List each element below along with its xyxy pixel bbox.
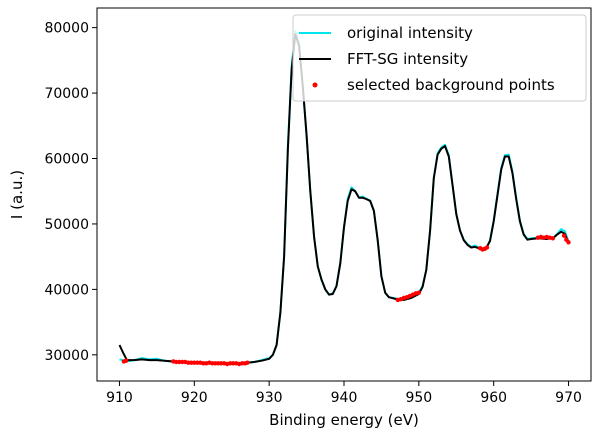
x-tick-label: 950 [405, 390, 432, 406]
y-tick-label: 60000 [44, 152, 89, 168]
legend-label-selected-background-points: selected background points [347, 76, 555, 94]
x-tick-label: 930 [256, 390, 283, 406]
background-point [124, 358, 129, 363]
legend-label-fft-sg-intensity: FFT-SG intensity [347, 50, 468, 68]
legend: original intensity FFT-SG intensity sele… [292, 14, 587, 102]
x-tick-label: 940 [331, 390, 358, 406]
x-axis-label: Binding energy (eV) [269, 411, 419, 429]
y-tick-label: 70000 [44, 86, 89, 102]
background-point [566, 240, 571, 245]
background-point [550, 236, 555, 241]
background-point [416, 290, 421, 295]
axes: 910 920 930 940 950 960 970 30000 40000 50000 6000… [44, 7, 592, 406]
x-tick-label: 970 [555, 390, 582, 406]
legend-label-original-intensity: original intensity [347, 24, 473, 42]
plot-area [118, 29, 571, 367]
y-tick-label: 80000 [44, 21, 89, 37]
x-tick-label: 910 [106, 390, 133, 406]
legend-box [292, 14, 587, 102]
y-axis-label: I (a.u.) [8, 170, 26, 219]
y-tick-label: 30000 [44, 348, 89, 364]
x-tick-label: 920 [181, 390, 208, 406]
y-tick-label: 40000 [44, 282, 89, 298]
legend-swatch-selected-background-points [312, 82, 318, 88]
background-point [561, 233, 567, 238]
y-tick-label: 50000 [44, 217, 89, 233]
background-point [245, 360, 250, 365]
x-tick-label: 960 [480, 390, 507, 406]
background-point [484, 245, 490, 250]
